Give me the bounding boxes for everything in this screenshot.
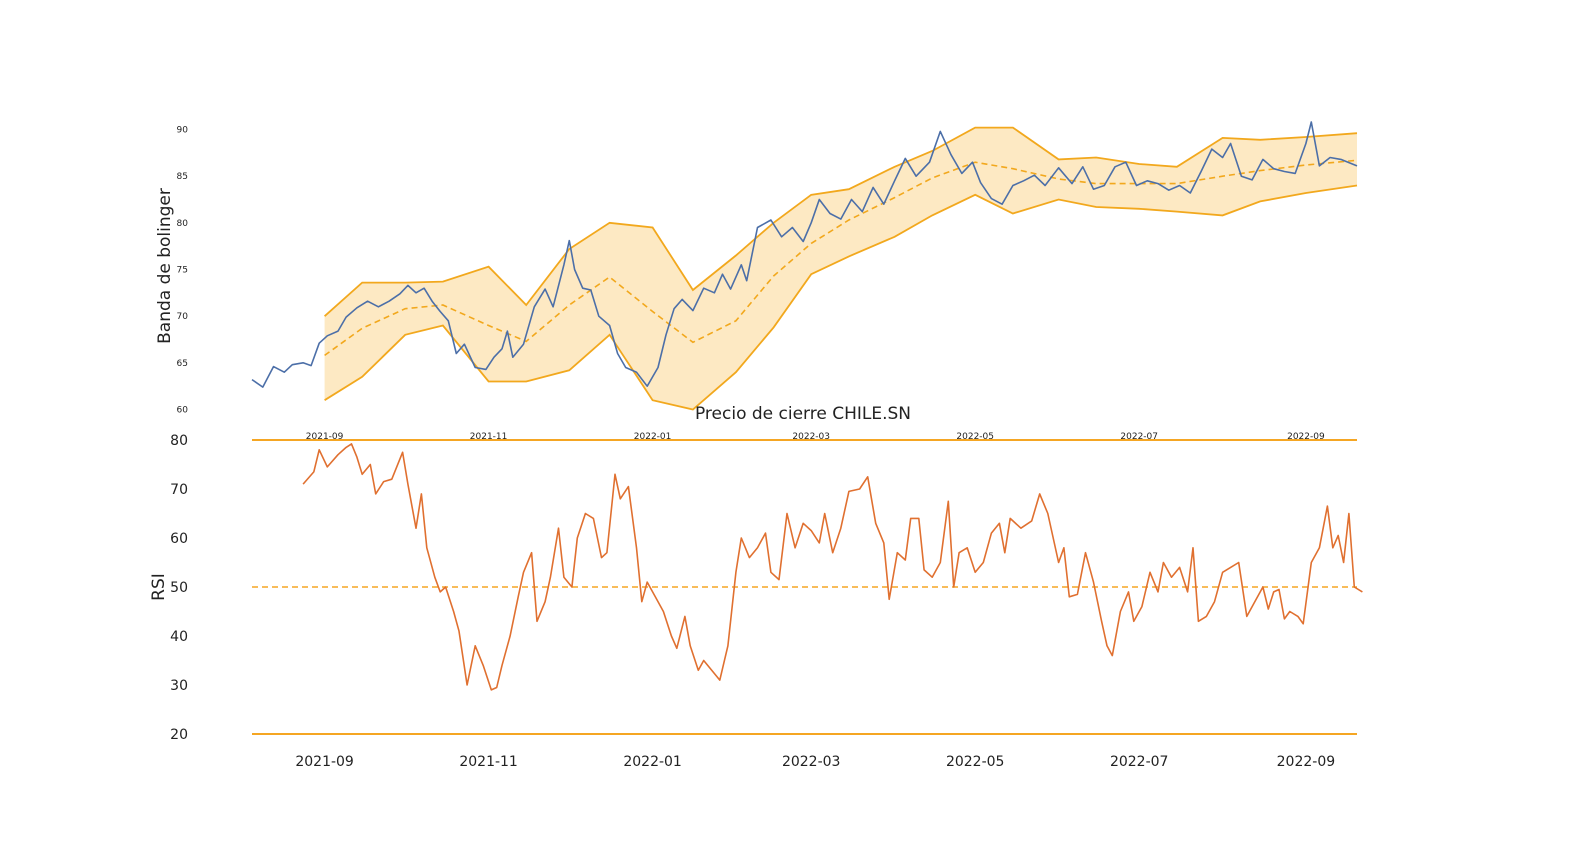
bollinger-y-tick: 80 <box>177 219 189 229</box>
rsi-y-tick: 50 <box>170 580 188 596</box>
rsi-y-tick: 20 <box>170 727 188 743</box>
bollinger-x-tick: 2022-03 <box>792 432 830 442</box>
bollinger-y-tick-labels: 60 65 70 75 80 85 90 <box>177 126 189 416</box>
rsi-line <box>302 443 1363 691</box>
rsi-x-tick: 2022-05 <box>946 754 1005 770</box>
rsi-y-tick: 70 <box>170 482 188 498</box>
rsi-y-tick: 30 <box>170 678 188 694</box>
bollinger-y-tick: 60 <box>177 406 189 416</box>
bollinger-y-tick: 85 <box>177 172 188 182</box>
rsi-y-tick-labels: 20 30 40 50 60 70 80 <box>170 433 188 743</box>
rsi-x-tick-labels: 2021-09 2021-11 2022-01 2022-03 2022-05 2022-… <box>295 754 1335 770</box>
bollinger-panel: 60 65 70 75 80 85 90 2021-09 2021-11 2022-01 2022… <box>155 121 1358 442</box>
rsi-y-tick: 60 <box>170 531 188 547</box>
bollinger-y-axis-label: Banda de bolinger <box>155 188 175 344</box>
rsi-x-tick: 2022-09 <box>1277 754 1336 770</box>
bollinger-y-tick: 70 <box>177 312 189 322</box>
bollinger-x-tick: 2022-05 <box>956 432 994 442</box>
rsi-y-tick: 40 <box>170 629 188 645</box>
bollinger-y-tick: 75 <box>177 266 188 276</box>
bollinger-band-fill <box>324 127 1358 410</box>
bollinger-x-tick: 2022-09 <box>1287 432 1325 442</box>
bollinger-x-tick: 2021-09 <box>306 432 344 442</box>
moving-average-line <box>324 159 1358 357</box>
rsi-panel: 20 30 40 50 60 70 80 2021-09 2021-11 2022-01 2022… <box>149 433 1363 770</box>
bollinger-x-tick: 2022-01 <box>634 432 672 442</box>
price-line <box>251 121 1358 388</box>
bollinger-x-tick-labels: 2021-09 2021-11 2022-01 2022-03 2022-05 2022-… <box>306 432 1325 442</box>
upper-band-line <box>324 126 1358 317</box>
rsi-x-tick: 2022-03 <box>782 754 841 770</box>
rsi-reference-lines <box>252 439 1357 735</box>
chart-title: Precio de cierre CHILE.SN <box>695 404 911 424</box>
rsi-x-tick: 2021-11 <box>459 754 518 770</box>
bollinger-y-tick: 65 <box>177 359 188 369</box>
rsi-x-tick: 2022-07 <box>1110 754 1169 770</box>
bollinger-y-tick: 90 <box>177 126 189 136</box>
rsi-x-tick: 2021-09 <box>295 754 354 770</box>
bollinger-x-tick: 2021-11 <box>470 432 508 442</box>
rsi-y-axis-label: RSI <box>149 573 169 601</box>
bollinger-x-tick: 2022-07 <box>1120 432 1158 442</box>
lower-band-line <box>324 184 1358 411</box>
rsi-x-tick: 2022-01 <box>623 754 682 770</box>
rsi-y-tick: 80 <box>170 433 188 449</box>
